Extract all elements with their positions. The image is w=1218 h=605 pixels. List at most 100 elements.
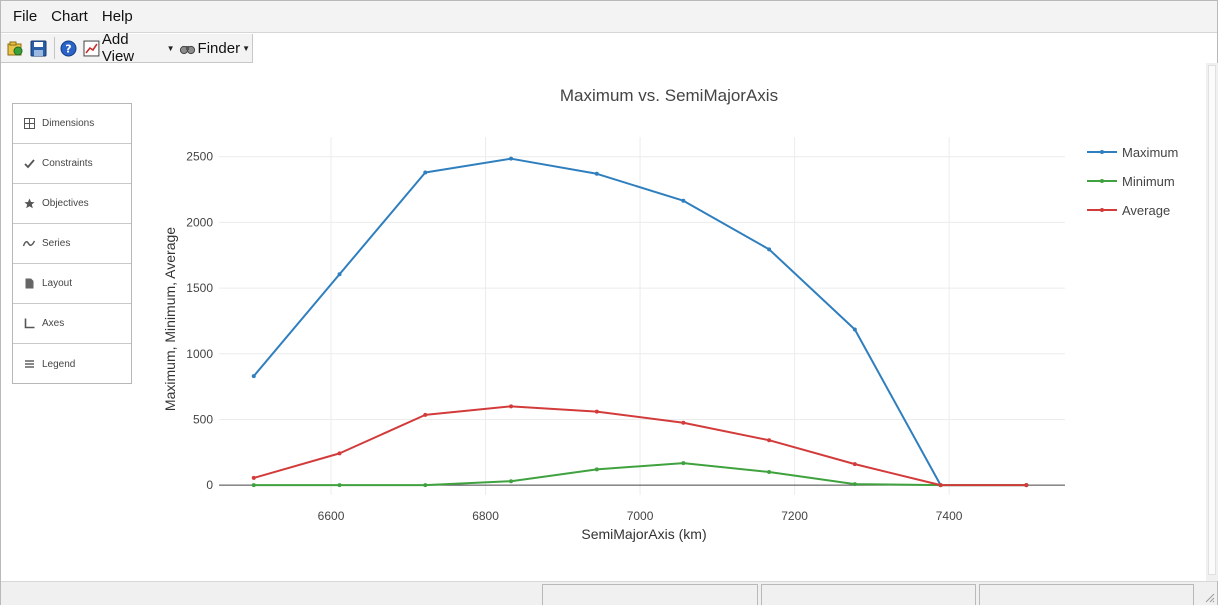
chart-ticks: 6600 6800 7000 7200 7400 0 500 1000 1500 2000 2500 xyxy=(186,150,962,523)
status-bar xyxy=(1,581,1217,605)
y-axis-label: Maximum, Minimum, Average xyxy=(162,227,178,411)
series-line-maximum[interactable] xyxy=(253,157,1027,487)
chart-grid xyxy=(219,137,1065,495)
x-tick-label: 7000 xyxy=(627,509,654,523)
page-icon xyxy=(23,278,35,290)
line-chart[interactable]: Maximum vs. SemiMajorAxis 6600 6800 7000 72… xyxy=(141,67,1203,557)
sidebar-item-layout[interactable]: Layout xyxy=(13,264,131,304)
toolbar-separator xyxy=(54,37,55,59)
legend-entry-average[interactable]: Average xyxy=(1122,203,1170,218)
data-point-maximum[interactable] xyxy=(767,247,772,252)
y-tick-label: 500 xyxy=(193,412,213,426)
sidebar-item-dimensions[interactable]: Dimensions xyxy=(13,104,131,144)
sidebar-item-constraints[interactable]: Constraints xyxy=(13,144,131,184)
sidebar-item-label: Legend xyxy=(42,358,76,370)
vertical-scrollbar[interactable] xyxy=(1206,63,1218,581)
data-point-average[interactable] xyxy=(251,475,256,480)
sidebar-item-label: Axes xyxy=(42,318,65,329)
chart-icon xyxy=(83,40,100,56)
chart-panel: Maximum vs. SemiMajorAxis 6600 6800 7000 72… xyxy=(141,67,1203,557)
star-icon xyxy=(23,198,35,210)
menu-bar: File Chart Help xyxy=(1,1,1217,33)
menu-file[interactable]: File xyxy=(13,8,38,25)
help-button[interactable]: ? xyxy=(58,36,81,60)
finder-button[interactable]: Finder ▼ xyxy=(177,36,252,60)
sidebar-item-label: Constraints xyxy=(42,158,93,169)
legend-entry-maximum[interactable]: Maximum xyxy=(1122,145,1178,160)
binoculars-icon xyxy=(179,45,195,54)
chart-series xyxy=(251,156,1029,488)
data-point-average[interactable] xyxy=(852,462,857,467)
data-point-maximum[interactable] xyxy=(594,171,599,176)
sidebar-item-legend[interactable]: Legend xyxy=(13,344,131,384)
menu-help[interactable]: Help xyxy=(101,8,133,25)
y-tick-label: 1000 xyxy=(186,347,213,361)
data-point-maximum[interactable] xyxy=(681,198,686,203)
data-point-minimum[interactable] xyxy=(423,483,428,488)
chart-legend[interactable]: Maximum Minimum Average xyxy=(1087,145,1178,218)
x-tick-label: 6800 xyxy=(472,509,499,523)
data-point-maximum[interactable] xyxy=(423,170,428,175)
sidebar-item-label: Dimensions xyxy=(42,118,95,129)
y-tick-label: 2500 xyxy=(186,150,213,164)
svg-text:?: ? xyxy=(65,42,71,55)
scrollbar-thumb[interactable] xyxy=(1208,65,1216,575)
sidebar-item-objectives[interactable]: Objectives xyxy=(13,184,131,224)
y-tick-label: 1500 xyxy=(186,281,213,295)
data-point-average[interactable] xyxy=(938,483,943,488)
sidebar-item-label: Objectives xyxy=(42,198,89,209)
y-tick-label: 0 xyxy=(206,478,213,492)
chevron-down-icon: ▼ xyxy=(166,43,175,53)
series-line-minimum[interactable] xyxy=(253,462,1027,487)
resize-grip-icon[interactable] xyxy=(1203,591,1215,603)
save-button[interactable] xyxy=(28,36,51,60)
add-view-label: Add View xyxy=(101,31,135,65)
data-point-minimum[interactable] xyxy=(852,482,857,487)
add-view-button[interactable]: Add View ▼ xyxy=(81,31,177,65)
data-point-minimum[interactable] xyxy=(337,483,342,488)
sidebar-item-axes[interactable]: Axes xyxy=(13,304,131,344)
sidebar-item-series[interactable]: Series xyxy=(13,224,131,264)
legend-entry-minimum[interactable]: Minimum xyxy=(1122,174,1175,189)
menu-chart[interactable]: Chart xyxy=(51,8,88,25)
data-point-minimum[interactable] xyxy=(251,483,256,488)
toolbar: ? Add View ▼ Finder ▼ xyxy=(1,31,253,65)
data-point-minimum[interactable] xyxy=(594,467,599,472)
data-point-average[interactable] xyxy=(767,438,772,443)
wave-icon xyxy=(23,238,35,250)
data-point-average[interactable] xyxy=(1024,483,1029,488)
data-point-average[interactable] xyxy=(509,404,514,409)
sidebar-item-label: Series xyxy=(42,238,71,249)
help-icon: ? xyxy=(60,40,77,56)
data-point-minimum[interactable] xyxy=(509,479,514,484)
data-point-maximum[interactable] xyxy=(337,272,342,277)
data-point-average[interactable] xyxy=(681,420,686,425)
open-icon xyxy=(7,41,23,55)
chart-title: Maximum vs. SemiMajorAxis xyxy=(560,86,778,105)
x-tick-label: 7400 xyxy=(936,509,963,523)
legend-marker xyxy=(1100,208,1104,212)
data-point-average[interactable] xyxy=(337,451,342,456)
data-point-average[interactable] xyxy=(423,412,428,417)
data-point-maximum[interactable] xyxy=(852,327,857,332)
data-point-maximum[interactable] xyxy=(251,374,256,379)
save-icon xyxy=(30,40,47,56)
legend-marker xyxy=(1100,150,1104,154)
x-axis-label: SemiMajorAxis (km) xyxy=(581,526,706,542)
status-panel-2 xyxy=(761,584,976,605)
list-icon xyxy=(23,358,35,370)
chart-settings-sidebar: Dimensions Constraints Objectives Series… xyxy=(12,103,132,384)
x-tick-label: 7200 xyxy=(781,509,808,523)
open-button[interactable] xyxy=(5,36,28,60)
status-panel-3 xyxy=(979,584,1194,605)
data-point-minimum[interactable] xyxy=(681,461,686,466)
data-point-minimum[interactable] xyxy=(767,470,772,475)
axes-icon xyxy=(23,318,35,330)
data-point-maximum[interactable] xyxy=(509,156,514,161)
series-line-average[interactable] xyxy=(253,405,1027,487)
status-panel-1 xyxy=(542,584,758,605)
checkmark-icon xyxy=(23,158,35,170)
data-point-average[interactable] xyxy=(594,409,599,414)
x-tick-label: 6600 xyxy=(318,509,345,523)
